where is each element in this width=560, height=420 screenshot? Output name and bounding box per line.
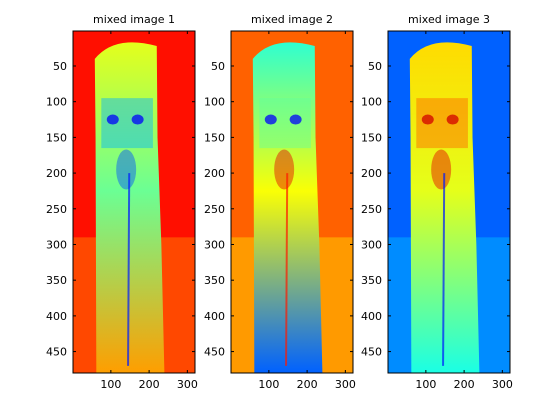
y-tick-label: 400	[46, 310, 67, 323]
x-tick-label: 300	[335, 378, 356, 391]
panel-title: mixed image 2	[251, 13, 333, 26]
y-tick-label: 300	[46, 238, 67, 251]
y-tick-label: 100	[204, 96, 225, 109]
body-center-line	[286, 173, 287, 366]
eye-feature	[132, 115, 144, 125]
y-tick-label: 350	[46, 274, 67, 287]
y-tick-label: 250	[46, 203, 67, 216]
beard-feature	[116, 150, 136, 190]
panel-title: mixed image 3	[408, 13, 490, 26]
body-center-line	[443, 173, 444, 366]
panel-2: 50 100 150 200 250 300 350 400 450 100 200 300 mixed…	[204, 13, 356, 391]
panel-1: 50 100 150 200 250 300 350 400 450 100 200 300 mixed…	[46, 13, 198, 391]
y-tick-label: 100	[361, 96, 382, 109]
y-tick-label: 250	[361, 203, 382, 216]
y-tick-label: 400	[204, 310, 225, 323]
beard-feature	[431, 150, 451, 190]
x-tick-label: 300	[177, 378, 198, 391]
y-tick-label: 250	[204, 203, 225, 216]
y-tick-label: 400	[361, 310, 382, 323]
panel-title: mixed image 1	[93, 13, 175, 26]
x-tick-label: 200	[139, 378, 160, 391]
x-tick-label: 100	[258, 378, 279, 391]
y-tick-label: 300	[361, 238, 382, 251]
y-tick-label: 350	[204, 274, 225, 287]
x-tick-label: 100	[415, 378, 436, 391]
y-tick-label: 200	[361, 167, 382, 180]
image-1	[73, 31, 195, 373]
y-tick-label: 100	[46, 96, 67, 109]
beard-feature	[274, 150, 294, 190]
x-tick-label: 100	[100, 378, 121, 391]
eye-feature	[265, 115, 277, 125]
eye-feature	[447, 115, 459, 125]
eye-feature	[422, 115, 434, 125]
y-tick-label: 50	[53, 60, 67, 73]
eye-feature	[107, 115, 119, 125]
x-tick-label: 200	[297, 378, 318, 391]
y-tick-label: 350	[361, 274, 382, 287]
image-3	[388, 31, 510, 373]
y-tick-label: 50	[211, 60, 225, 73]
y-tick-label: 450	[361, 346, 382, 359]
y-tick-label: 200	[204, 167, 225, 180]
image-2	[231, 31, 353, 373]
y-tick-label: 450	[204, 346, 225, 359]
y-tick-label: 150	[361, 131, 382, 144]
panel-3: 50 100 150 200 250 300 350 400 450 100 200 300 mixed…	[361, 13, 513, 391]
eye-feature	[290, 115, 302, 125]
y-tick-label: 300	[204, 238, 225, 251]
body-center-line	[128, 173, 129, 366]
x-tick-label: 200	[454, 378, 475, 391]
y-tick-label: 50	[368, 60, 382, 73]
y-tick-label: 150	[204, 131, 225, 144]
y-tick-label: 200	[46, 167, 67, 180]
y-tick-label: 150	[46, 131, 67, 144]
x-tick-label: 300	[492, 378, 513, 391]
y-tick-label: 450	[46, 346, 67, 359]
